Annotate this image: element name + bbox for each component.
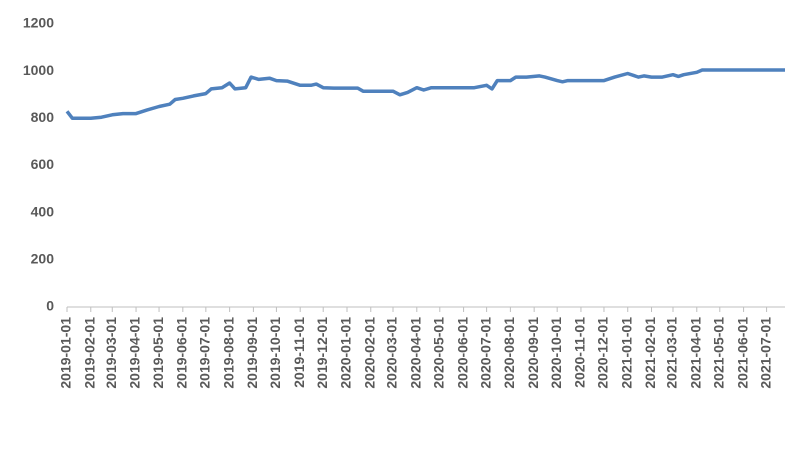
x-tick-label: 2020-03-01 bbox=[384, 317, 400, 389]
x-tick-label: 2019-07-01 bbox=[197, 317, 213, 389]
x-tick-label: 2020-01-01 bbox=[338, 317, 354, 389]
x-tick-label: 2019-04-01 bbox=[127, 317, 143, 389]
x-tick-label: 2020-06-01 bbox=[454, 317, 470, 389]
x-tick-label: 2020-10-01 bbox=[548, 317, 564, 389]
x-tick-label: 2021-03-01 bbox=[664, 317, 680, 389]
y-tick-label: 0 bbox=[46, 298, 54, 314]
y-tick-label: 1000 bbox=[23, 62, 54, 78]
x-tick-label: 2021-02-01 bbox=[642, 317, 658, 389]
y-tick-label: 200 bbox=[31, 251, 55, 267]
y-tick-label: 1200 bbox=[23, 15, 54, 31]
x-tick-label: 2019-06-01 bbox=[174, 317, 190, 389]
x-tick-label: 2020-02-01 bbox=[361, 317, 377, 389]
x-tick-label: 2020-11-01 bbox=[572, 317, 588, 388]
x-tick-label: 2019-01-01 bbox=[58, 317, 74, 389]
x-tick-label: 2019-02-01 bbox=[81, 317, 97, 389]
x-tick-label: 2020-08-01 bbox=[501, 317, 517, 389]
y-tick-label: 800 bbox=[31, 109, 55, 125]
x-tick-label: 2020-05-01 bbox=[431, 317, 447, 389]
x-tick-label: 2020-04-01 bbox=[407, 317, 423, 389]
x-tick-label: 2020-12-01 bbox=[595, 317, 611, 389]
x-tick-label: 2019-08-01 bbox=[220, 317, 236, 389]
x-tick-label: 2021-06-01 bbox=[734, 317, 750, 389]
x-tick-label: 2019-03-01 bbox=[103, 317, 119, 389]
y-tick-label: 400 bbox=[31, 203, 55, 219]
x-tick-label: 2019-05-01 bbox=[150, 317, 166, 389]
line bbox=[65, 68, 785, 121]
x-tick-label: 2019-10-01 bbox=[267, 317, 283, 389]
x-tick-label: 2021-04-01 bbox=[687, 317, 703, 389]
x-tick-label: 2019-11-01 bbox=[291, 317, 307, 388]
x-tick-label: 2019-09-01 bbox=[244, 317, 260, 389]
x-tick-label: 2019-12-01 bbox=[314, 317, 330, 389]
x-tick-label: 2021-07-01 bbox=[757, 317, 773, 389]
x-tick-label: 2020-09-01 bbox=[525, 317, 541, 389]
x-tick-label: 2020-07-01 bbox=[477, 317, 493, 389]
x-tick-label: 2021-05-01 bbox=[711, 317, 727, 389]
y-tick-label: 600 bbox=[31, 156, 55, 172]
x-tick-label: 2021-01-01 bbox=[618, 317, 634, 389]
